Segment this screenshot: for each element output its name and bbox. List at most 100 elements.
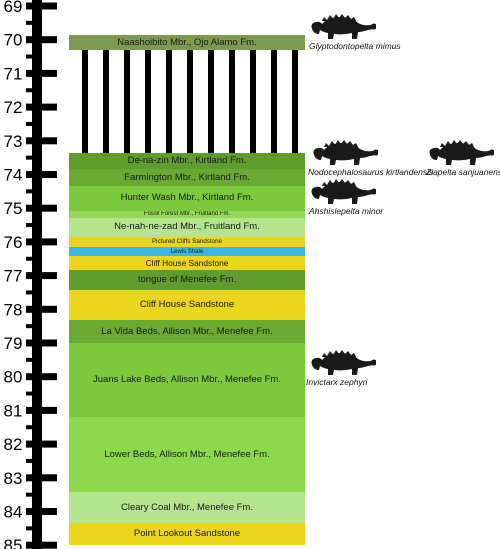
stratigraphic-unit: Lewis Shale [69,246,305,257]
scale-half-tick [26,526,42,531]
scale-half-tick [26,290,42,295]
unit-label: tongue of Menefee Fm. [137,273,237,285]
scale-tick [26,440,57,448]
stratigraphic-unit: De-na-zin Mbr., Kirtland Fm. [69,152,305,170]
stratigraphic-unit: Fossil Forest Mbr., Fruitland Fm. [69,210,305,218]
unit-label: Pictured Cliffs Sandstone [151,237,223,245]
scale-half-tick [26,425,42,430]
scale-tick [26,406,57,414]
scale-label: 74 [4,166,23,185]
scale-tick [26,305,57,313]
unit-label: Cliff House Sandstone [139,299,235,311]
unit-label: La Vida Beds, Allison Mbr., Menefee Fm. [101,325,273,337]
scale-label: 78 [4,300,23,319]
ankylosaur-silhouette-icon [308,138,378,168]
taxon-name: Glyptodontopelta mimus [309,41,401,51]
unit-label: Juans Lake Beds, Allison Mbr., Menefee F… [93,374,281,386]
stratigraphic-unit: Cleary Coal Mbr., Menefee Fm. [69,491,305,523]
scale-half-tick [26,492,42,497]
unit-label: Cliff House Sandstone [145,257,229,268]
hiatus-gap [69,50,305,153]
scale-half-tick [26,458,42,463]
hiatus-bar [145,50,151,153]
hiatus-bar [82,50,88,153]
scale-tick [26,137,57,145]
scale-label: 81 [4,401,23,420]
stratigraphic-unit: tongue of Menefee Fm. [69,269,305,290]
scale-half-tick [26,391,42,396]
scale-tick [26,36,57,44]
taxon-name: Ahshislepelta minor [309,206,384,217]
scale-tick [26,373,57,381]
unit-label: Cleary Coal Mbr., Menefee Fm. [121,501,253,513]
scale-tick [26,272,57,280]
stratigraphic-unit: Lower Beds, Allison Mbr., Menefee Fm. [69,417,305,492]
scale-label: 84 [4,503,23,522]
taxon-name: Invictarx zephyri [306,377,368,387]
taxon-name: Nodocephalosaurus kirtlandensis [308,167,434,178]
scale-tick [26,508,57,515]
hiatus-bar [124,50,130,153]
scale-tick [26,238,57,246]
unit-label: De-na-zin Mbr., Kirtland Fm. [127,155,247,167]
scale-half-tick [26,54,42,59]
hiatus-bar [103,50,109,153]
scale-tick [26,69,57,77]
stratigraphic-unit: Point Lookout Sandstone [69,522,305,546]
scale-label: 85 [4,536,23,549]
scale-half-tick [26,20,42,25]
scale-half-tick [26,88,42,93]
unit-label: Ne-nah-ne-zad Mbr., Fruitland Fm. [114,221,260,233]
unit-label: Farmington Mbr., Kirtland Fm. [124,171,250,183]
scale-half-tick [26,223,42,228]
hiatus-bar [271,50,277,153]
stratigraphic-unit: Naashoibito Mbr., Ojo Alamo Fm. [69,34,305,51]
scale-tick [26,204,57,212]
unit-label: Lewis Shale [170,248,204,255]
stratigraphic-unit: Ne-nah-ne-zad Mbr., Fruitland Fm. [69,217,305,237]
scale-tick [26,171,57,178]
unit-label: Hunter Wash Mbr., Kirtland Fm. [120,192,254,204]
scale-half-tick [26,324,42,329]
scale-tick [26,474,57,482]
stratigraphic-unit: La Vida Beds, Allison Mbr., Menefee Fm. [69,320,305,343]
stratigraphic-unit: Cliff House Sandstone [69,289,305,321]
time-scale: 69 70 71 72 73 74 75 76 77 78 79 80 81 82 83 84 85 [4,0,57,549]
taxon-name: Ziapelta sanjuanensis [426,167,500,178]
scale-label: 75 [4,199,23,218]
scale-label: 82 [4,435,23,454]
scale-half-tick [26,256,42,261]
scale-tick [26,103,57,111]
scale-half-tick [26,189,42,194]
scale-label: 72 [4,98,23,117]
stratigraphic-unit: Hunter Wash Mbr., Kirtland Fm. [69,185,305,211]
ankylosaur-silhouette-icon [306,348,376,378]
hiatus-bar [166,50,172,153]
scale-tick [26,541,57,549]
hiatus-bar [187,50,193,153]
scale-half-tick [26,357,42,362]
hiatus-bar [208,50,214,153]
stratigraphic-unit: Cliff House Sandstone [69,256,305,270]
scale-label: 69 [4,0,23,16]
scale-label: 80 [4,368,23,387]
unit-label: Naashoibito Mbr., Ojo Alamo Fm. [117,36,257,48]
scale-label: 73 [4,132,23,151]
unit-label: Lower Beds, Allison Mbr., Menefee Fm. [104,448,270,460]
unit-label: Fossil Forest Mbr., Fruitland Fm. [143,211,231,218]
hiatus-bar [250,50,256,153]
unit-label: Point Lookout Sandstone [133,528,241,540]
scale-label: 71 [4,64,23,83]
stratigraphic-unit: Pictured Cliffs Sandstone [69,236,305,247]
ankylosaur-silhouette-icon [424,138,494,168]
ankylosaur-silhouette-icon [306,12,376,42]
scale-half-tick [26,155,42,160]
scale-label: 76 [4,233,23,252]
scale-tick [26,339,57,347]
scale-label: 83 [4,469,23,488]
hiatus-bar [229,50,235,153]
scale-label: 70 [4,31,23,50]
scale-half-tick [26,121,42,126]
stratigraphic-unit: Juans Lake Beds, Allison Mbr., Menefee F… [69,343,305,418]
hiatus-bar [292,50,298,153]
